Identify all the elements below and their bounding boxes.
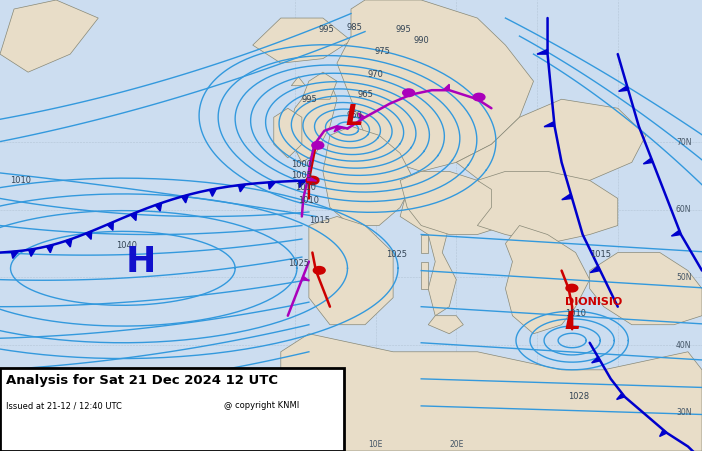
Polygon shape xyxy=(107,222,113,230)
Text: 1005: 1005 xyxy=(291,171,312,180)
Text: 1010: 1010 xyxy=(298,196,319,205)
Polygon shape xyxy=(590,266,600,272)
Text: 1040: 1040 xyxy=(116,241,137,250)
Polygon shape xyxy=(291,77,305,86)
Polygon shape xyxy=(86,231,92,239)
Text: 995: 995 xyxy=(301,95,317,104)
Text: 1010: 1010 xyxy=(295,183,316,192)
Text: 965: 965 xyxy=(357,90,373,99)
Polygon shape xyxy=(274,108,302,158)
Polygon shape xyxy=(253,18,351,63)
Text: 1030: 1030 xyxy=(277,392,298,401)
FancyBboxPatch shape xyxy=(0,368,344,451)
Polygon shape xyxy=(281,334,702,451)
Polygon shape xyxy=(400,180,456,316)
Polygon shape xyxy=(298,180,306,188)
Polygon shape xyxy=(334,126,343,132)
Text: 970: 970 xyxy=(368,70,383,79)
Polygon shape xyxy=(239,184,246,192)
Polygon shape xyxy=(288,81,337,162)
Polygon shape xyxy=(616,393,625,400)
Polygon shape xyxy=(400,171,519,235)
Polygon shape xyxy=(421,262,428,289)
Polygon shape xyxy=(302,276,310,281)
Polygon shape xyxy=(443,84,449,90)
Polygon shape xyxy=(323,126,414,226)
Polygon shape xyxy=(537,50,548,54)
Polygon shape xyxy=(671,230,681,236)
Text: 975: 975 xyxy=(375,47,390,56)
Polygon shape xyxy=(590,253,702,325)
Text: 1000: 1000 xyxy=(291,160,312,169)
Text: 1015: 1015 xyxy=(590,250,611,259)
Text: DIONISIO: DIONISIO xyxy=(564,297,622,307)
Text: 990: 990 xyxy=(413,36,429,45)
Polygon shape xyxy=(309,216,393,325)
Polygon shape xyxy=(660,430,667,437)
Circle shape xyxy=(313,267,325,274)
Polygon shape xyxy=(562,194,572,200)
Text: 985: 985 xyxy=(347,23,362,32)
Polygon shape xyxy=(209,189,216,196)
Text: 1035: 1035 xyxy=(242,397,263,406)
Circle shape xyxy=(306,176,319,184)
Text: 30N: 30N xyxy=(676,408,691,417)
Circle shape xyxy=(566,284,578,292)
Text: 1025: 1025 xyxy=(288,259,309,268)
Polygon shape xyxy=(65,239,72,247)
Polygon shape xyxy=(29,249,36,256)
Polygon shape xyxy=(505,226,590,334)
Text: 10E: 10E xyxy=(369,440,383,449)
Text: 960: 960 xyxy=(347,110,362,120)
Text: 0E: 0E xyxy=(290,440,300,449)
Polygon shape xyxy=(302,72,337,99)
Polygon shape xyxy=(337,0,534,171)
Text: H: H xyxy=(125,244,156,279)
Text: Issued at 21-12 / 12:40 UTC: Issued at 21-12 / 12:40 UTC xyxy=(6,401,121,410)
Circle shape xyxy=(403,89,415,97)
Polygon shape xyxy=(359,113,365,120)
Text: 50N: 50N xyxy=(676,273,691,282)
Text: 995: 995 xyxy=(319,25,334,34)
Text: 1015: 1015 xyxy=(309,216,330,226)
Polygon shape xyxy=(182,195,188,203)
Text: L: L xyxy=(345,103,364,131)
Text: @ copyright KNMI: @ copyright KNMI xyxy=(224,401,299,410)
Polygon shape xyxy=(131,212,137,221)
Polygon shape xyxy=(307,176,317,181)
Polygon shape xyxy=(477,171,618,244)
Text: 1010: 1010 xyxy=(565,309,586,318)
Text: 20E: 20E xyxy=(449,440,463,449)
Text: Analysis for Sat 21 Dec 2024 12 UTC: Analysis for Sat 21 Dec 2024 12 UTC xyxy=(6,374,277,387)
Text: 995: 995 xyxy=(396,25,411,34)
Polygon shape xyxy=(268,182,276,189)
Text: 40N: 40N xyxy=(676,341,691,350)
Polygon shape xyxy=(0,0,98,72)
Polygon shape xyxy=(155,203,161,211)
Polygon shape xyxy=(421,235,428,253)
Text: 60N: 60N xyxy=(676,205,691,214)
Polygon shape xyxy=(428,316,463,334)
Polygon shape xyxy=(11,251,19,258)
Polygon shape xyxy=(456,99,646,189)
Polygon shape xyxy=(643,158,653,164)
Text: 1028: 1028 xyxy=(569,392,590,401)
Text: 70N: 70N xyxy=(676,138,691,147)
Text: L: L xyxy=(564,310,580,335)
Polygon shape xyxy=(544,122,555,127)
Polygon shape xyxy=(592,357,600,363)
Polygon shape xyxy=(618,86,628,92)
Circle shape xyxy=(473,93,485,101)
Polygon shape xyxy=(46,245,53,253)
Text: 1010: 1010 xyxy=(11,176,32,185)
Text: 1025: 1025 xyxy=(386,250,407,259)
Circle shape xyxy=(312,142,324,149)
